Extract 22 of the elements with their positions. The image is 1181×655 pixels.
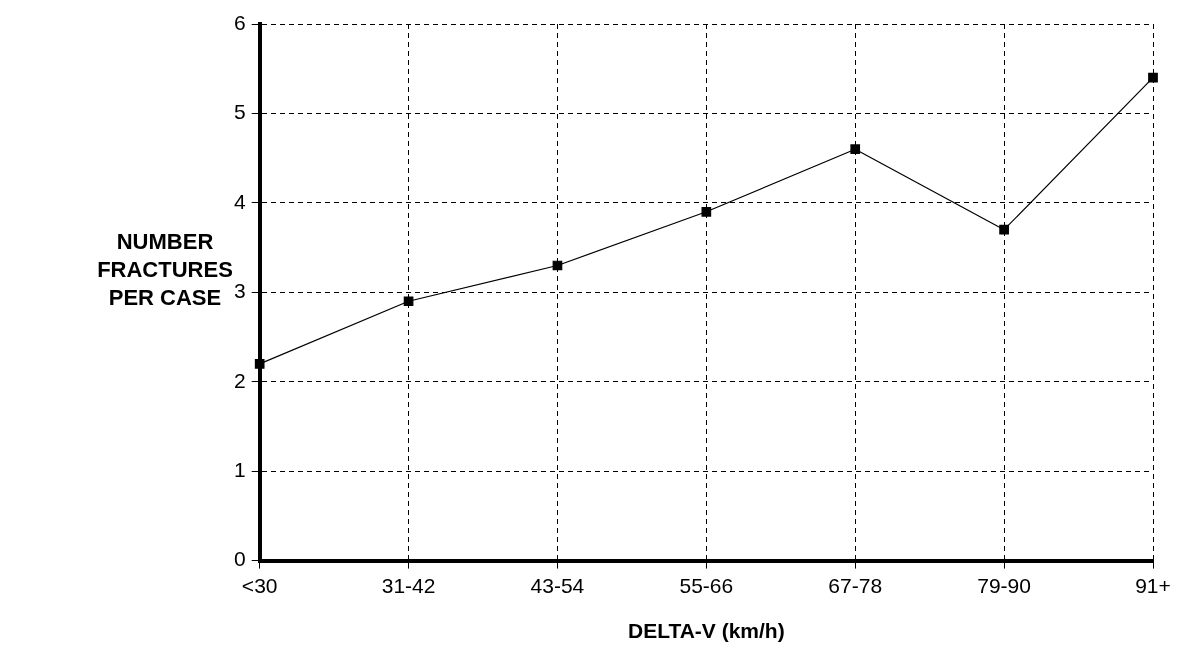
- x-axis-title: DELTA-V (km/h): [627, 619, 785, 643]
- x-tick-label: <30: [241, 574, 278, 597]
- y-tick-label: 6: [233, 10, 246, 34]
- point: [999, 224, 1009, 235]
- x-tick-label: 67-78: [828, 574, 883, 597]
- y-tick-label: 4: [233, 189, 246, 213]
- point: [254, 359, 265, 369]
- x-tick-label: 55-66: [679, 574, 734, 597]
- x-tick-label: 31-42: [381, 574, 436, 597]
- y-tick-label: 1: [233, 457, 246, 481]
- x-tick-label: 79-90: [977, 574, 1031, 597]
- y-axis-title: NUMBER FRACTURES PER CASE: [96, 228, 234, 312]
- x-tick-label: 91+: [1135, 574, 1171, 597]
- point: [850, 144, 861, 155]
- y-tick-label: 3: [233, 279, 246, 303]
- point: [1148, 72, 1158, 83]
- y-tick-label: 5: [233, 100, 246, 124]
- point: [701, 206, 712, 217]
- point: [403, 296, 414, 307]
- y-tick-label: 0: [233, 547, 246, 571]
- y-tick-label: 2: [233, 368, 246, 392]
- x-tick-label: 43-54: [530, 574, 585, 597]
